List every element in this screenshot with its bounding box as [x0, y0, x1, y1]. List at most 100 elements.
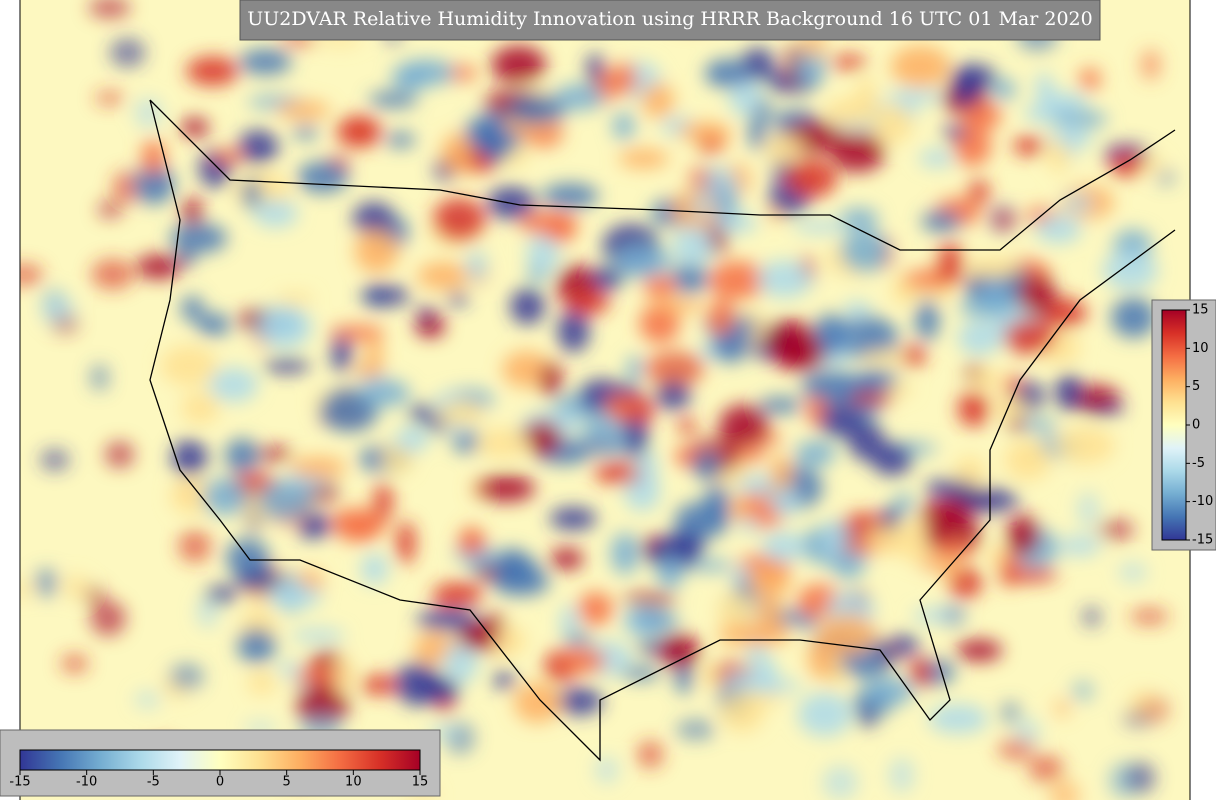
humidity-blob — [169, 223, 228, 254]
humidity-blob — [819, 402, 862, 438]
humidity-blob — [604, 393, 632, 419]
humidity-blob — [510, 288, 546, 325]
humidity-blob — [992, 397, 1028, 418]
humidity-blob — [41, 297, 76, 325]
humidity-blob — [964, 257, 1021, 279]
humidity-blob — [437, 399, 485, 427]
humidity-blob — [205, 585, 238, 603]
humidity-blob — [765, 319, 818, 363]
humidity-blob — [692, 195, 710, 218]
humidity-blob — [33, 568, 59, 598]
colorbar-tick-label: -5 — [1192, 456, 1205, 471]
humidity-blob — [320, 388, 379, 432]
humidity-blob — [337, 518, 381, 543]
humidity-blob — [797, 692, 852, 737]
humidity-blob — [861, 350, 909, 366]
humidity-blob — [276, 662, 305, 676]
humidity-blob — [676, 122, 732, 142]
humidity-blob — [112, 171, 141, 204]
humidity-blob — [88, 0, 131, 18]
humidity-blob — [443, 641, 479, 684]
humidity-blob — [641, 82, 675, 119]
humidity-blob — [563, 633, 593, 646]
humidity-blob — [255, 447, 293, 461]
humidity-blob — [746, 679, 803, 693]
title-box — [239, 0, 1101, 41]
humidity-blob — [441, 132, 473, 175]
humidity-blob — [755, 595, 783, 628]
humidity-blob — [396, 521, 416, 565]
humidity-blob — [253, 199, 298, 228]
humidity-blob — [593, 461, 647, 485]
humidity-blob — [1006, 514, 1040, 556]
humidity-blob — [1102, 251, 1158, 290]
humidity-blob — [208, 367, 258, 402]
humidity-blob — [840, 229, 890, 273]
humidity-blob — [957, 320, 1002, 356]
humidity-blob — [1097, 519, 1135, 540]
humidity-blob — [555, 687, 603, 716]
humidity-blob — [360, 675, 401, 695]
humidity-blob — [996, 212, 1013, 229]
humidity-blob — [829, 130, 886, 173]
humidity-blob — [1118, 562, 1148, 582]
humidity-blob — [1077, 491, 1099, 528]
humidity-blob — [959, 101, 1002, 131]
humidity-blob — [549, 548, 584, 570]
humidity-blob — [626, 355, 644, 382]
humidity-blob — [894, 492, 912, 515]
humidity-blob — [1063, 194, 1094, 212]
humidity-blob — [577, 592, 614, 626]
humidity-blob — [1004, 319, 1056, 355]
humidity-blob — [90, 600, 126, 636]
humidity-blob — [466, 250, 487, 281]
humidity-blob — [825, 97, 879, 126]
humidity-blob — [224, 438, 259, 473]
humidity-blob — [734, 447, 766, 463]
humidity-blob — [658, 633, 701, 669]
humidity-blob — [621, 666, 661, 681]
humidity-blob — [957, 391, 990, 427]
colorbar-tick-label: 15 — [412, 775, 429, 790]
humidity-blob — [710, 213, 758, 233]
humidity-blob — [1055, 427, 1115, 464]
colorbar-tick-label: 15 — [1192, 303, 1209, 318]
humidity-blob — [901, 345, 926, 367]
colorbar-tick-label: -5 — [147, 775, 160, 790]
humidity-blob — [1041, 92, 1089, 112]
colorbar-gradient — [1161, 309, 1187, 541]
humidity-blob — [971, 369, 1001, 391]
humidity-blob — [353, 362, 384, 379]
humidity-blob — [263, 358, 311, 373]
horizontal-colorbar: -15 -10 -5 0 5 10 15 — [0, 729, 441, 797]
humidity-blob — [374, 482, 393, 520]
humidity-blob — [845, 390, 896, 405]
humidity-blob — [1082, 606, 1101, 627]
humidity-blob — [491, 45, 546, 84]
vertical-colorbar: 15 10 5 0 -5 -10 -15 — [1151, 299, 1216, 551]
humidity-blob — [136, 254, 181, 280]
humidity-blob — [1156, 169, 1175, 185]
humidity-blob — [237, 628, 277, 664]
humidity-blob — [452, 431, 482, 453]
humidity-blob — [622, 592, 677, 607]
humidity-blob — [491, 567, 550, 597]
humidity-blob — [1008, 417, 1026, 432]
humidity-blob — [757, 260, 813, 298]
humidity-blob — [918, 149, 955, 167]
humidity-blob — [764, 132, 805, 163]
humidity-blob — [394, 426, 430, 452]
humidity-blob — [1051, 110, 1108, 128]
humidity-blob — [639, 303, 680, 344]
humidity-blob — [266, 584, 322, 609]
humidity-blob — [844, 301, 871, 319]
humidity-blob — [160, 345, 218, 386]
humidity-blob — [408, 404, 438, 423]
humidity-blob — [134, 97, 163, 129]
humidity-blob — [1019, 447, 1044, 463]
humidity-blob — [656, 555, 684, 589]
humidity-blob — [856, 369, 899, 389]
humidity-blob — [186, 56, 239, 86]
